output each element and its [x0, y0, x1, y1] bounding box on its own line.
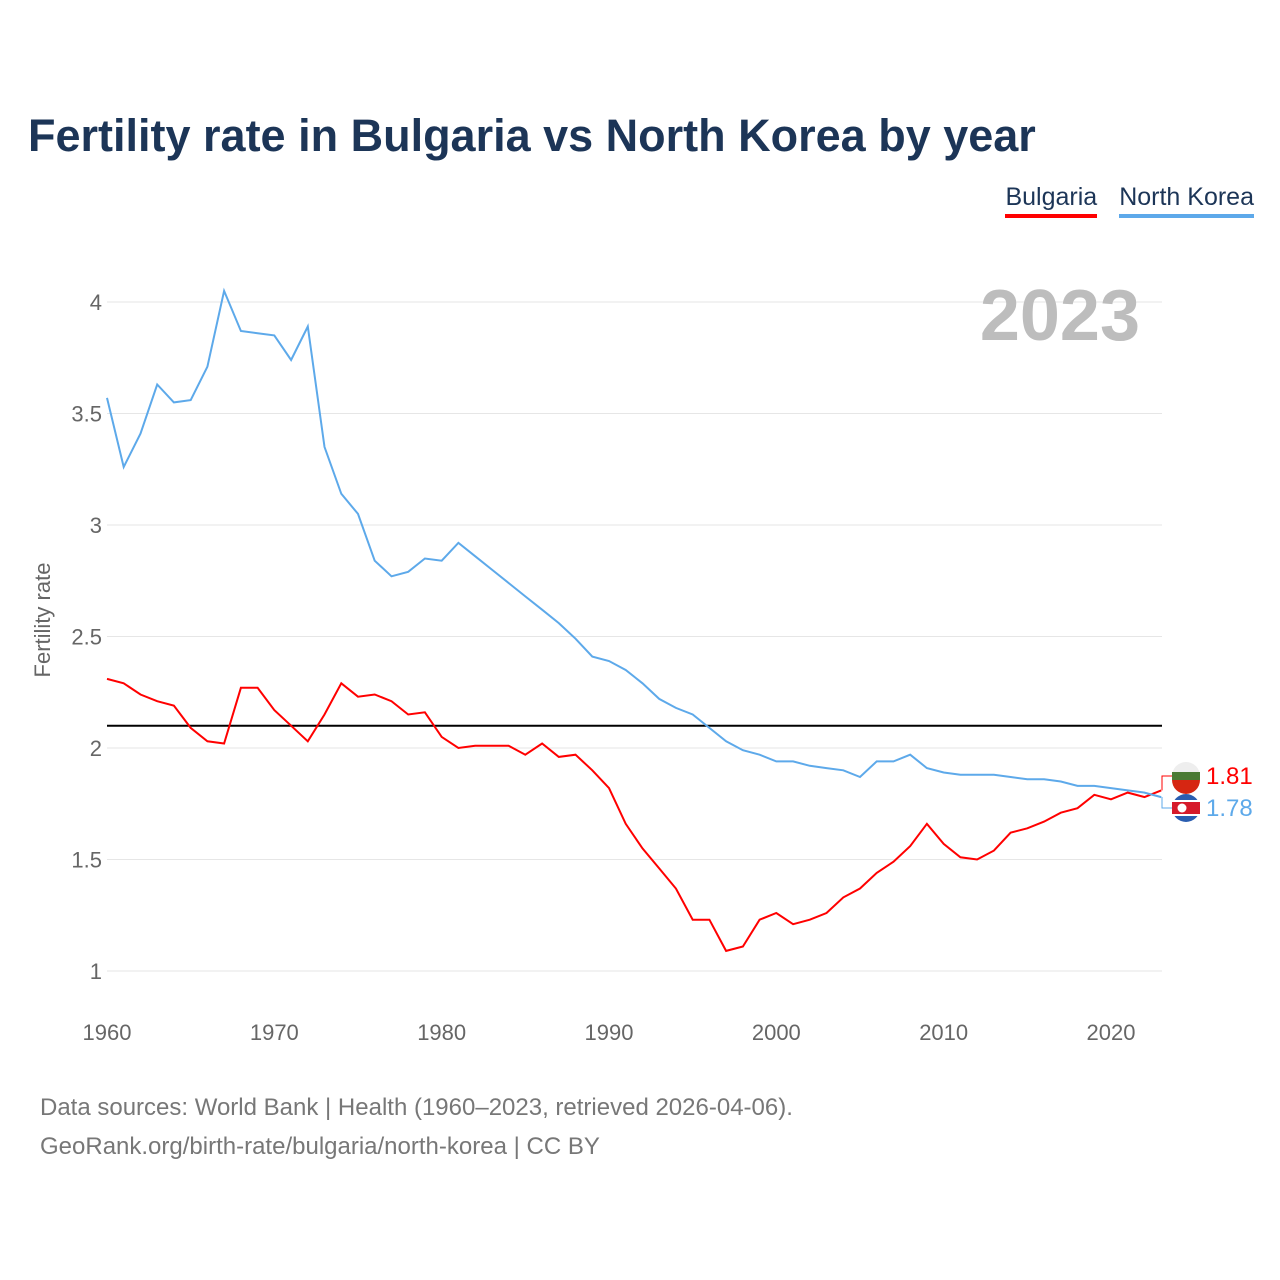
- legend-north-korea[interactable]: North Korea: [1119, 183, 1254, 218]
- legend: Bulgaria North Korea: [1005, 183, 1254, 218]
- series-line-north-korea[interactable]: [106, 287, 1162, 799]
- x-tick-label: 1990: [585, 1020, 634, 1045]
- chart-title: Fertility rate in Bulgaria vs North Kore…: [28, 110, 1036, 161]
- legend-bulgaria[interactable]: Bulgaria: [1005, 183, 1098, 218]
- y-tick-label: 1.5: [71, 848, 102, 873]
- x-tick-label: 1960: [83, 1020, 132, 1045]
- series-line-bulgaria[interactable]: [106, 677, 1162, 953]
- source-line-1: Data sources: World Bank | Health (1960–…: [40, 1094, 793, 1121]
- end-connector: [1161, 775, 1172, 791]
- y-axis-label: Fertility rate: [30, 563, 55, 678]
- y-tick-label: 3.5: [71, 402, 102, 427]
- y-tick-label: 4: [90, 290, 102, 315]
- y-tick-label: 2: [90, 736, 102, 761]
- end-value-label: 1.78: [1206, 795, 1253, 822]
- year-watermark: 2023: [980, 276, 1140, 356]
- bulgaria-flag-icon: [1172, 762, 1200, 794]
- x-tick-label: 2020: [1087, 1020, 1136, 1045]
- y-tick-label: 1: [90, 959, 102, 984]
- source-note: Data sources: World Bank | Health (1960–…: [40, 1088, 793, 1166]
- x-tick-label: 2010: [919, 1020, 968, 1045]
- y-tick-label: 3: [90, 513, 102, 538]
- x-tick-label: 2000: [752, 1020, 801, 1045]
- x-tick-label: 1980: [417, 1020, 466, 1045]
- source-line-2[interactable]: GeoRank.org/birth-rate/bulgaria/north-ko…: [40, 1133, 600, 1160]
- y-tick-label: 2.5: [71, 625, 102, 650]
- x-tick-label: 1970: [250, 1020, 299, 1045]
- north-korea-flag-icon: [1172, 794, 1200, 822]
- end-value-label: 1.81: [1206, 763, 1253, 790]
- end-connector: [1161, 797, 1172, 809]
